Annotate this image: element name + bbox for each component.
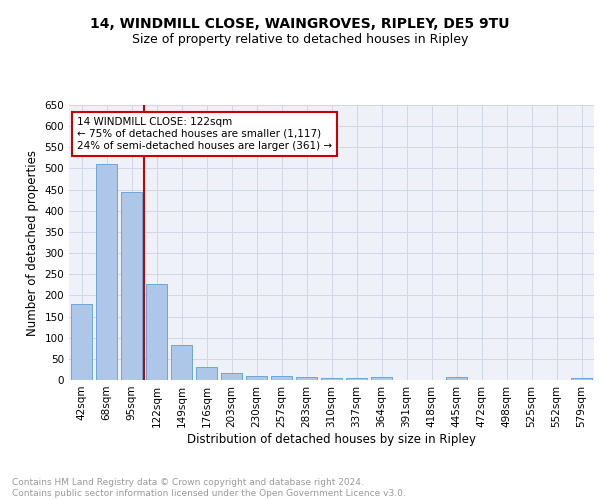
Bar: [446, 378, 467, 380]
Bar: [371, 376, 392, 380]
Bar: [96, 164, 117, 380]
Bar: [71, 304, 92, 380]
Bar: [571, 378, 592, 380]
Bar: [196, 368, 217, 380]
Text: Contains HM Land Registry data © Crown copyright and database right 2024.
Contai: Contains HM Land Registry data © Crown c…: [12, 478, 406, 498]
Bar: [146, 284, 167, 380]
Bar: [271, 376, 292, 380]
Bar: [296, 378, 317, 380]
X-axis label: Distribution of detached houses by size in Ripley: Distribution of detached houses by size …: [187, 432, 476, 446]
Bar: [121, 192, 142, 380]
Text: Size of property relative to detached houses in Ripley: Size of property relative to detached ho…: [132, 32, 468, 46]
Bar: [171, 345, 192, 380]
Bar: [321, 378, 342, 380]
Text: 14 WINDMILL CLOSE: 122sqm
← 75% of detached houses are smaller (1,117)
24% of se: 14 WINDMILL CLOSE: 122sqm ← 75% of detac…: [77, 118, 332, 150]
Y-axis label: Number of detached properties: Number of detached properties: [26, 150, 39, 336]
Text: 14, WINDMILL CLOSE, WAINGROVES, RIPLEY, DE5 9TU: 14, WINDMILL CLOSE, WAINGROVES, RIPLEY, …: [90, 18, 510, 32]
Bar: [221, 373, 242, 380]
Bar: [346, 378, 367, 380]
Bar: [246, 376, 267, 380]
